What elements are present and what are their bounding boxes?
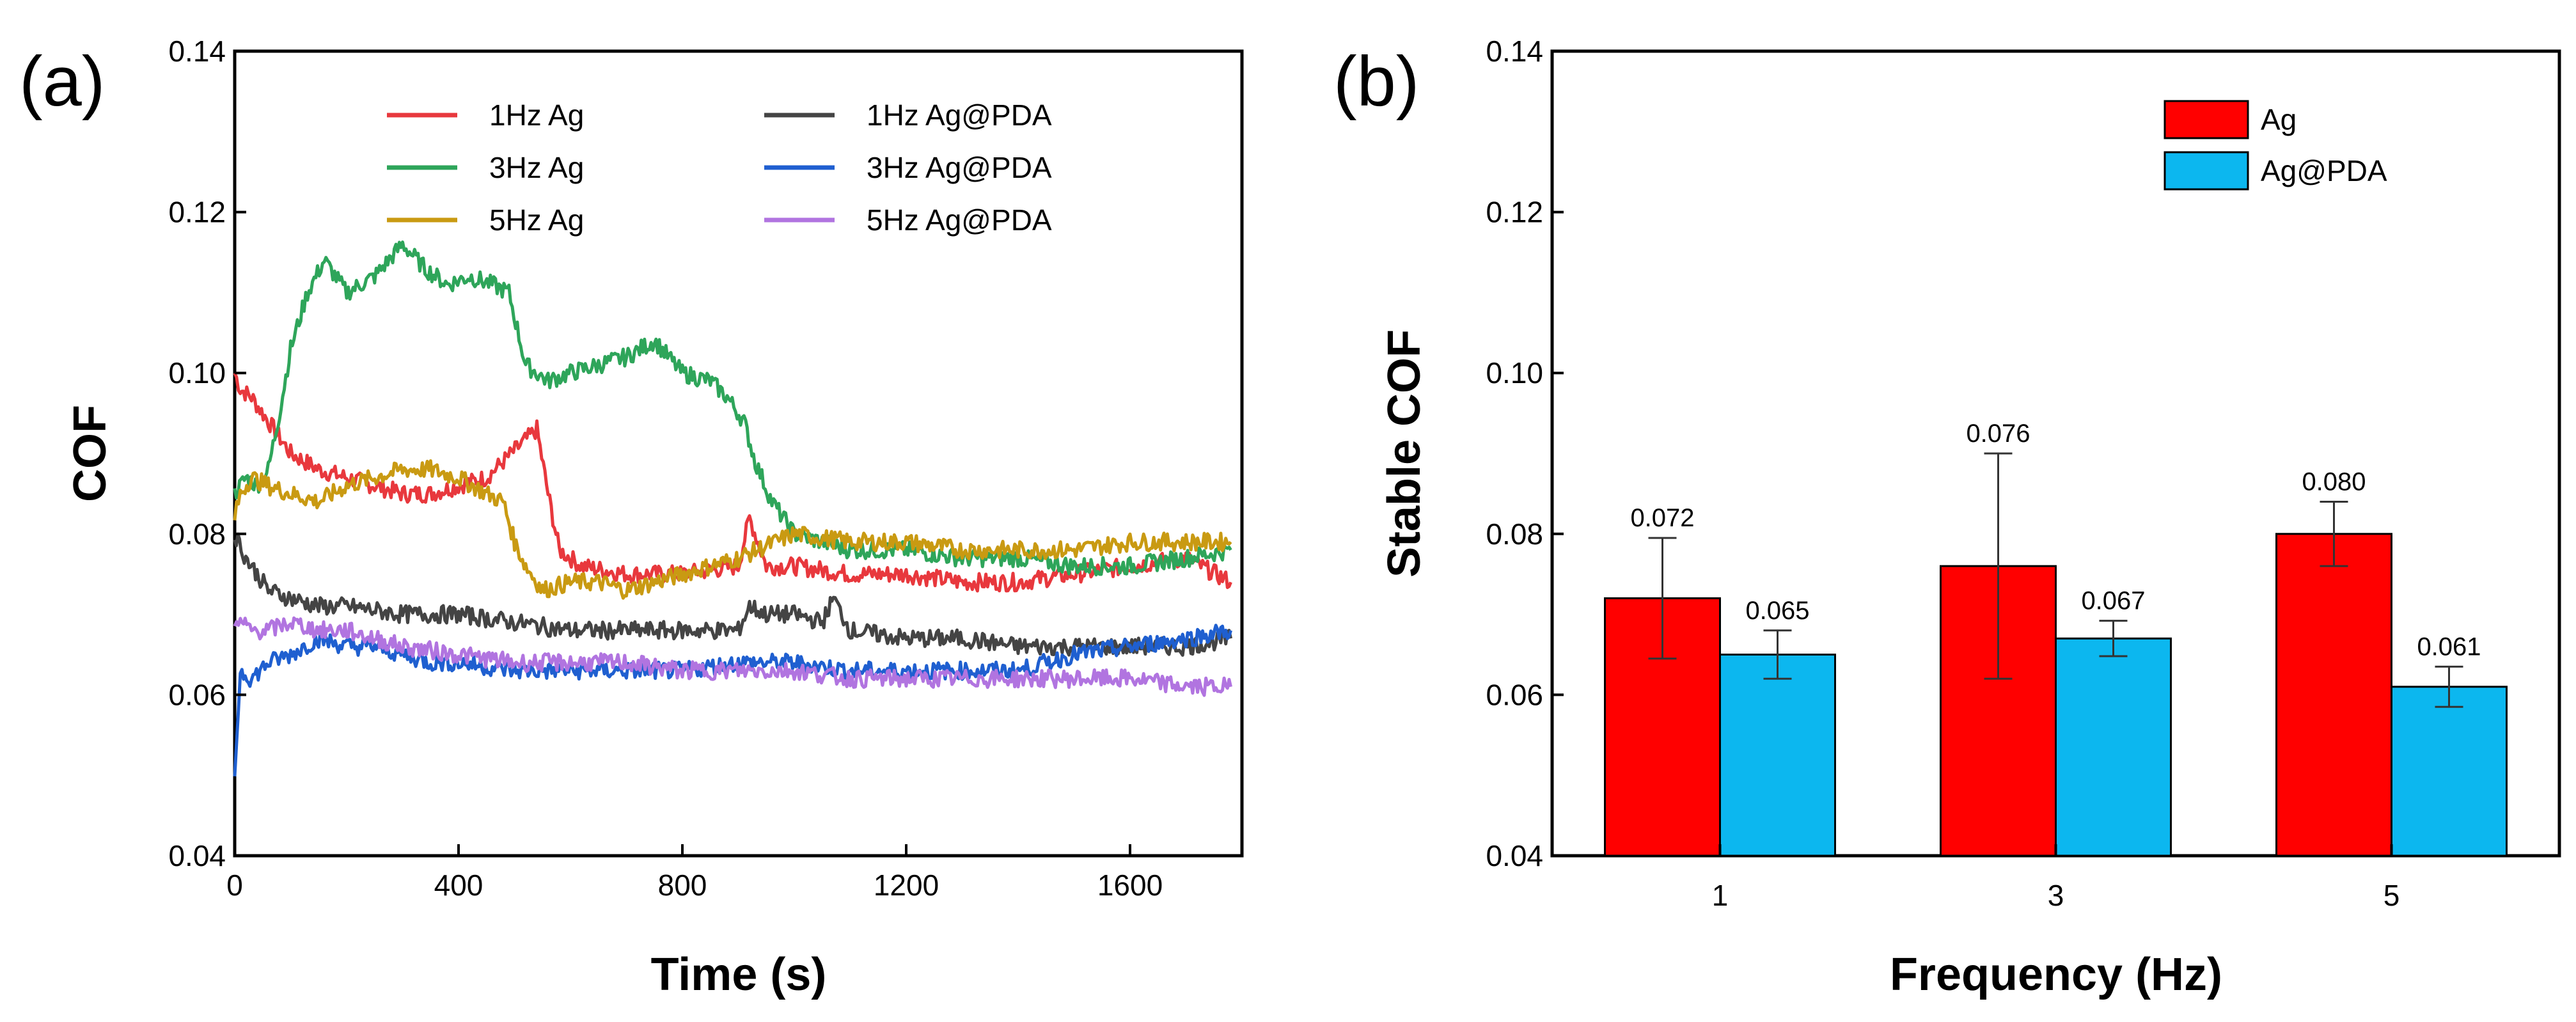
- bar-ag-5hz: [2275, 533, 2392, 857]
- panel-a-label: (a): [19, 42, 105, 121]
- plot-a-frame: [233, 49, 1244, 858]
- x-tick-label: 5: [2384, 879, 2400, 912]
- y-tick-label: 0.10: [1486, 356, 1543, 389]
- legend-label: 1Hz Ag@PDA: [867, 98, 1052, 132]
- legend-label: Ag: [2261, 103, 2297, 136]
- plot-a-x-ticks: 0 400 800 1200 1600: [226, 844, 1163, 902]
- bar-ag-pda-3hz: [2055, 637, 2172, 857]
- y-tick-label: 0.12: [168, 196, 226, 229]
- legend-label: 5Hz Ag@PDA: [867, 203, 1052, 237]
- series-line-5hz-ag-pda: [233, 616, 1232, 697]
- y-tick-label: 0.06: [168, 678, 226, 711]
- legend-label: 1Hz Ag: [489, 98, 584, 132]
- x-tick-label: 1: [1712, 879, 1729, 912]
- x-tick-label: 800: [658, 869, 707, 902]
- y-tick-label: 0.08: [1486, 517, 1543, 551]
- x-tick-label: 1600: [1097, 869, 1163, 902]
- y-tick-label: 0.10: [168, 356, 226, 389]
- plot-a-lines: [233, 240, 1232, 776]
- bar-ag-pda-1hz: [1719, 654, 1836, 857]
- panel-a-cof-vs-time: (a) 0.04 0.06 0.08 0.10 0.12 0.14 0 400 800 1200…: [19, 35, 1244, 1000]
- panel-b-label: (b): [1333, 42, 1419, 121]
- plot-b-x-ticks: 1 3 5: [1712, 844, 2400, 912]
- series-line-1hz-ag-pda: [233, 532, 1232, 657]
- plot-b-legend: Ag Ag@PDA: [2164, 100, 2387, 191]
- x-tick-label: 400: [434, 869, 483, 902]
- plot-a-legend: 1Hz Ag 3Hz Ag 5Hz Ag 1Hz Ag@PDA 3Hz Ag@PDA 5H…: [387, 98, 1052, 237]
- bar-value-label: 0.061: [2417, 633, 2481, 661]
- bar-value-label: 0.080: [2302, 468, 2366, 496]
- y-tick-label: 0.04: [1486, 839, 1543, 872]
- plot-a-x-axis-title: Time (s): [651, 949, 827, 1000]
- plot-a-y-ticks: 0.04 0.06 0.08 0.10 0.12 0.14: [168, 35, 246, 872]
- y-tick-label: 0.12: [1486, 196, 1543, 229]
- bar-ag-pda-5hz: [2391, 686, 2508, 857]
- plot-b-y-ticks: 0.04 0.06 0.08 0.10 0.12 0.14: [1486, 35, 1564, 872]
- plot-a-y-axis-title: COF: [65, 405, 116, 502]
- y-tick-label: 0.14: [168, 35, 226, 68]
- legend-label: 3Hz Ag: [489, 151, 584, 184]
- plot-b-bars: 0.072 0.065 0.076 0.067 0.080 0.061: [1604, 420, 2508, 857]
- legend-label: 3Hz Ag@PDA: [867, 151, 1052, 184]
- series-line-3hz-ag: [233, 240, 1232, 577]
- legend-label: 5Hz Ag: [489, 203, 584, 237]
- bar-value-label: 0.065: [1745, 597, 1809, 625]
- y-tick-label: 0.06: [1486, 678, 1543, 711]
- y-tick-label: 0.08: [168, 517, 226, 551]
- legend-swatch: [2164, 151, 2249, 191]
- x-tick-label: 3: [2048, 879, 2064, 912]
- series-line-5hz-ag: [233, 459, 1232, 600]
- bar-value-label: 0.076: [1966, 420, 2030, 448]
- legend-label: Ag@PDA: [2261, 154, 2387, 187]
- plot-b-y-axis-title: Stable COF: [1379, 329, 1430, 578]
- y-tick-label: 0.04: [168, 839, 226, 872]
- plot-b-x-axis-title: Frequency (Hz): [1890, 949, 2222, 1000]
- bar-value-label: 0.072: [1630, 504, 1694, 532]
- legend-swatch: [2164, 100, 2249, 139]
- x-tick-label: 1200: [874, 869, 939, 902]
- y-tick-label: 0.14: [1486, 35, 1543, 68]
- x-tick-label: 0: [226, 869, 243, 902]
- bar-value-label: 0.067: [2081, 587, 2145, 615]
